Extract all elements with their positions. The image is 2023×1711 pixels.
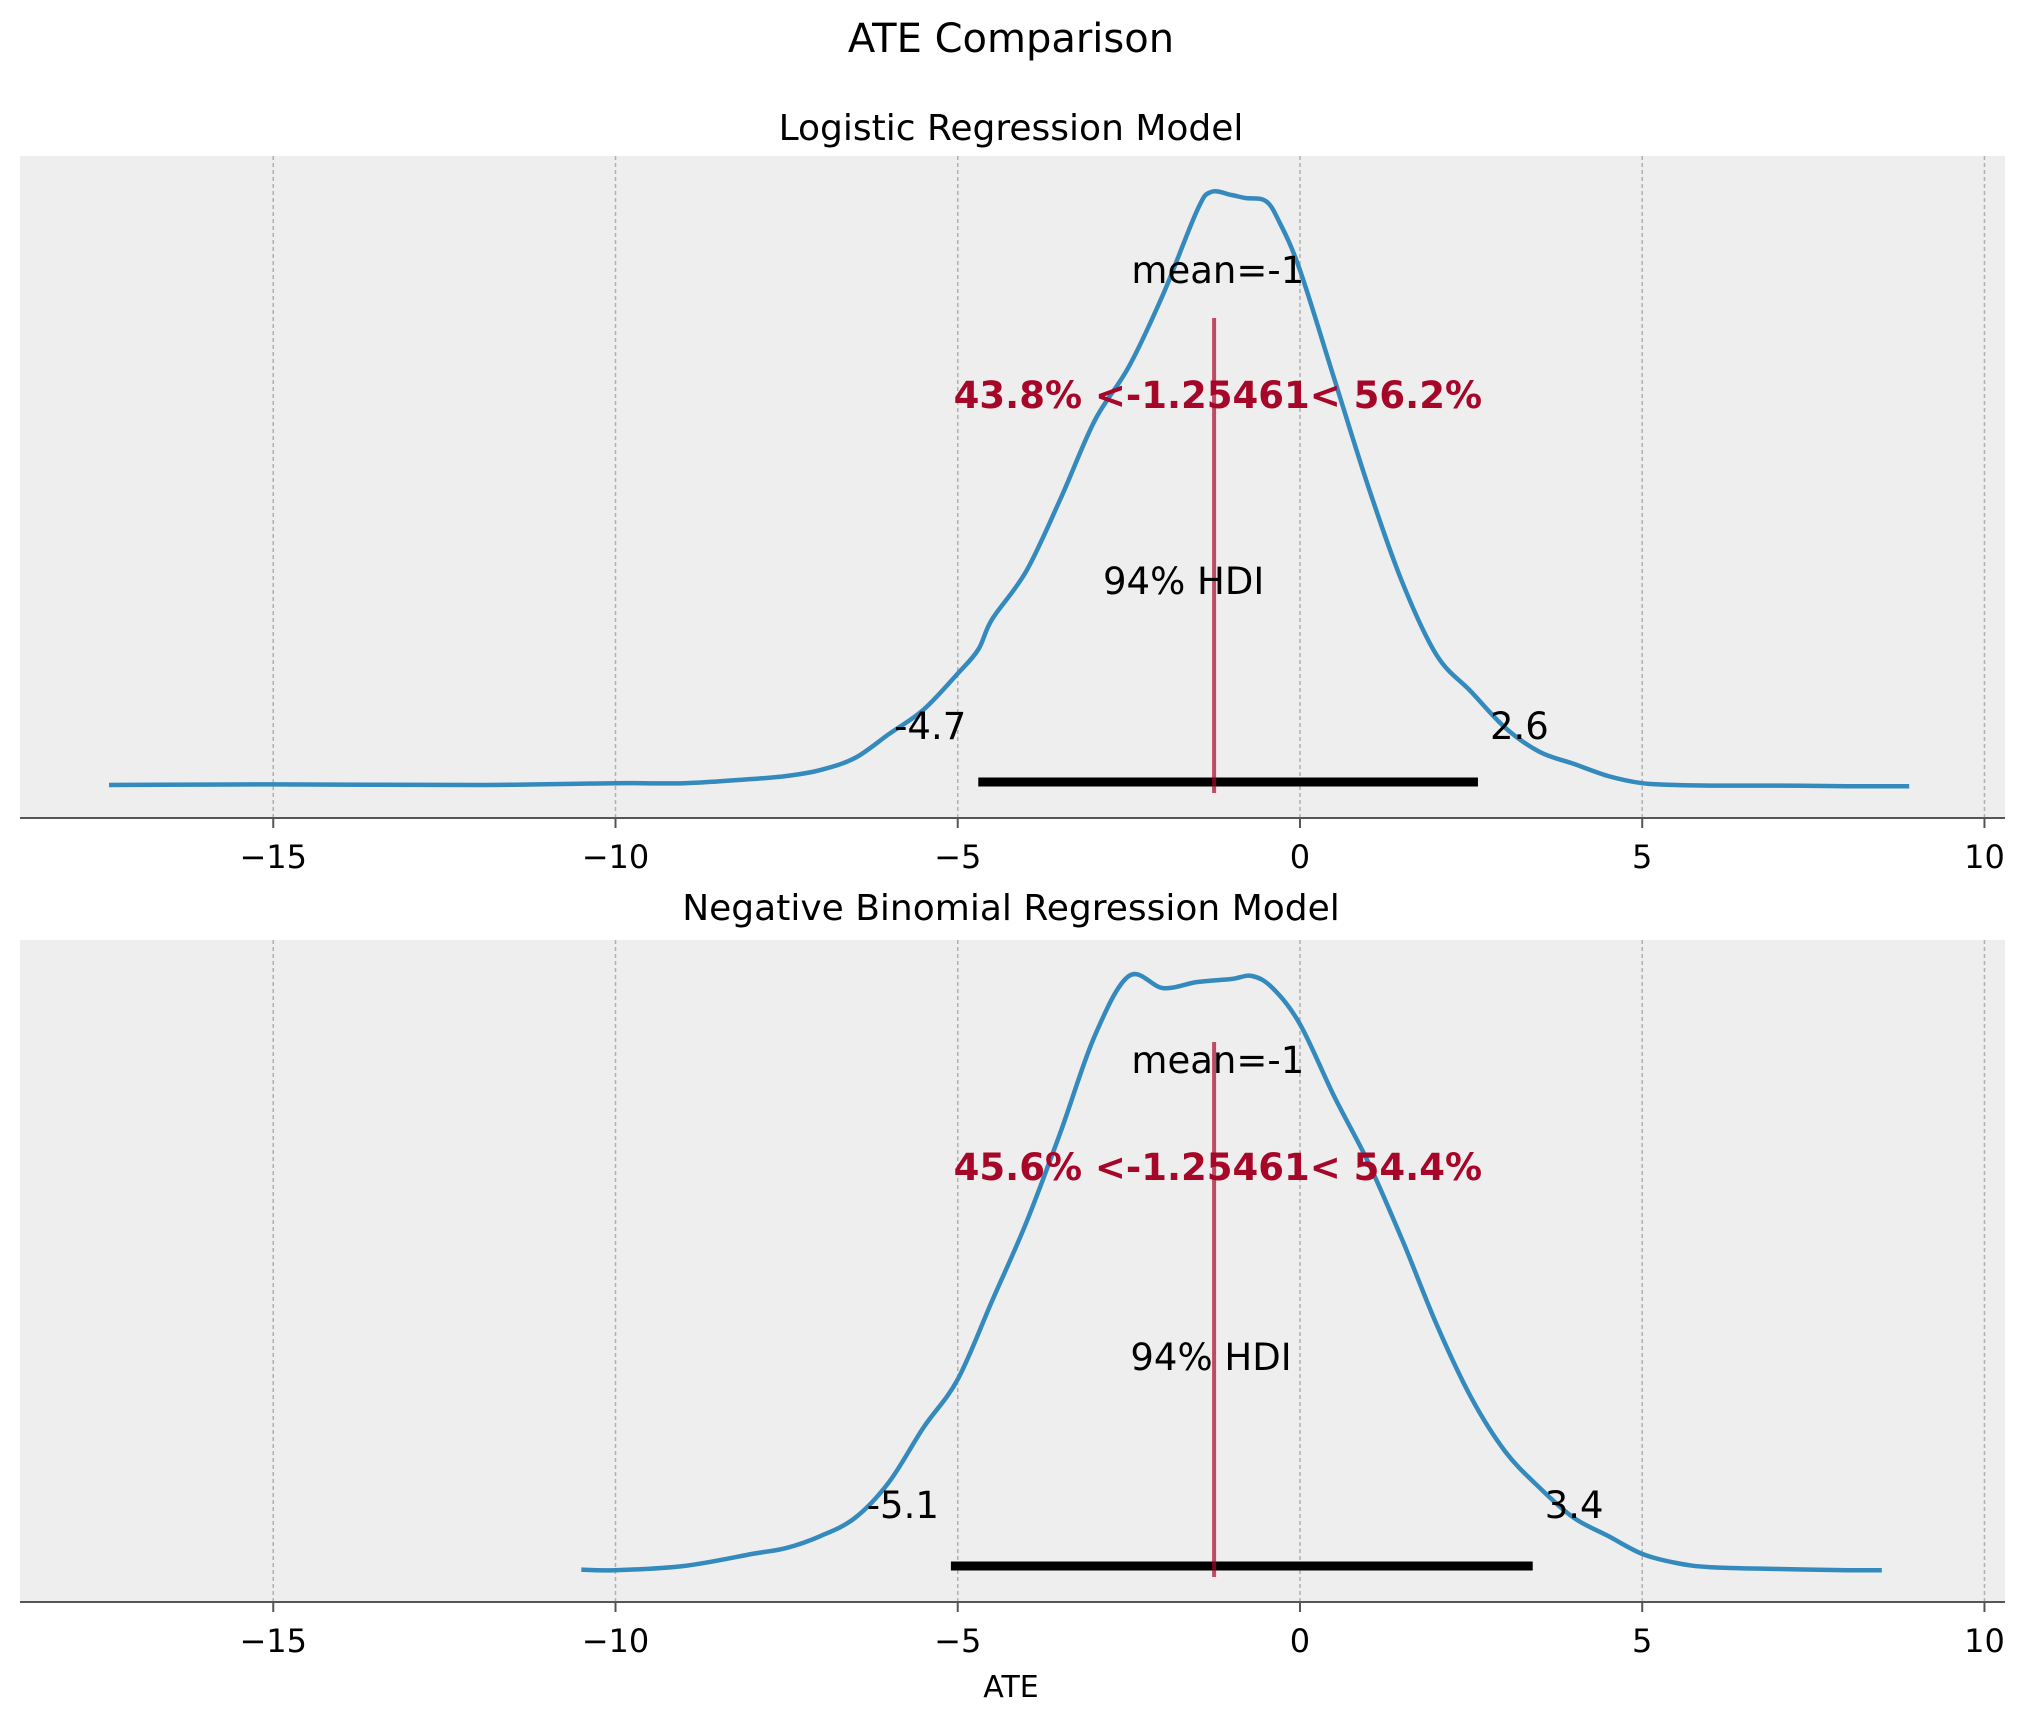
density-curve bbox=[108, 189, 1910, 789]
hdi-low-label: -4.7 bbox=[894, 705, 966, 748]
x-axis-label: ATE bbox=[983, 1670, 1038, 1705]
tick-label: −5 bbox=[934, 1622, 981, 1660]
tick-label: 10 bbox=[1964, 1622, 2005, 1660]
tick-label: 0 bbox=[1290, 838, 1310, 876]
tick-label: −15 bbox=[239, 838, 307, 876]
reference-label: 45.6% <-1.25461< 54.4% bbox=[954, 1146, 1482, 1189]
figure-title: ATE Comparison bbox=[848, 16, 1174, 62]
tick-label: 10 bbox=[1964, 838, 2005, 876]
hdi-label: 94% HDI bbox=[1103, 560, 1264, 603]
hdi-label: 94% HDI bbox=[1130, 1336, 1291, 1379]
tick-label: −15 bbox=[239, 1622, 307, 1660]
panel-title: Logistic Regression Model bbox=[779, 108, 1244, 149]
hdi-low-label: -5.1 bbox=[867, 1484, 939, 1527]
panel-title: Negative Binomial Regression Model bbox=[682, 888, 1340, 929]
tick-label: −10 bbox=[582, 1622, 650, 1660]
hdi-high-label: 3.4 bbox=[1545, 1484, 1604, 1527]
hdi-high-label: 2.6 bbox=[1490, 705, 1549, 748]
panel-1: −15 −10 −5 0 5 10 mean=-1 43.8% <-1.25461< 56.2… bbox=[20, 108, 2005, 876]
mean-label: mean=-1 bbox=[1131, 1039, 1304, 1082]
tick-label: −5 bbox=[934, 838, 981, 876]
panel-2: −15 −10 −5 0 5 10 mean=-1 45.6% <-1.25461< 54.4… bbox=[20, 888, 2005, 1660]
tick-label: 0 bbox=[1290, 1622, 1310, 1660]
plot-area bbox=[20, 940, 2005, 1602]
mean-label: mean=-1 bbox=[1131, 249, 1304, 292]
plot-area bbox=[20, 156, 2005, 818]
density-curve bbox=[581, 971, 1882, 1573]
tick-label: 5 bbox=[1632, 838, 1652, 876]
tick-label: 5 bbox=[1632, 1622, 1652, 1660]
tick-label: −10 bbox=[582, 838, 650, 876]
reference-label: 43.8% <-1.25461< 56.2% bbox=[954, 374, 1482, 417]
